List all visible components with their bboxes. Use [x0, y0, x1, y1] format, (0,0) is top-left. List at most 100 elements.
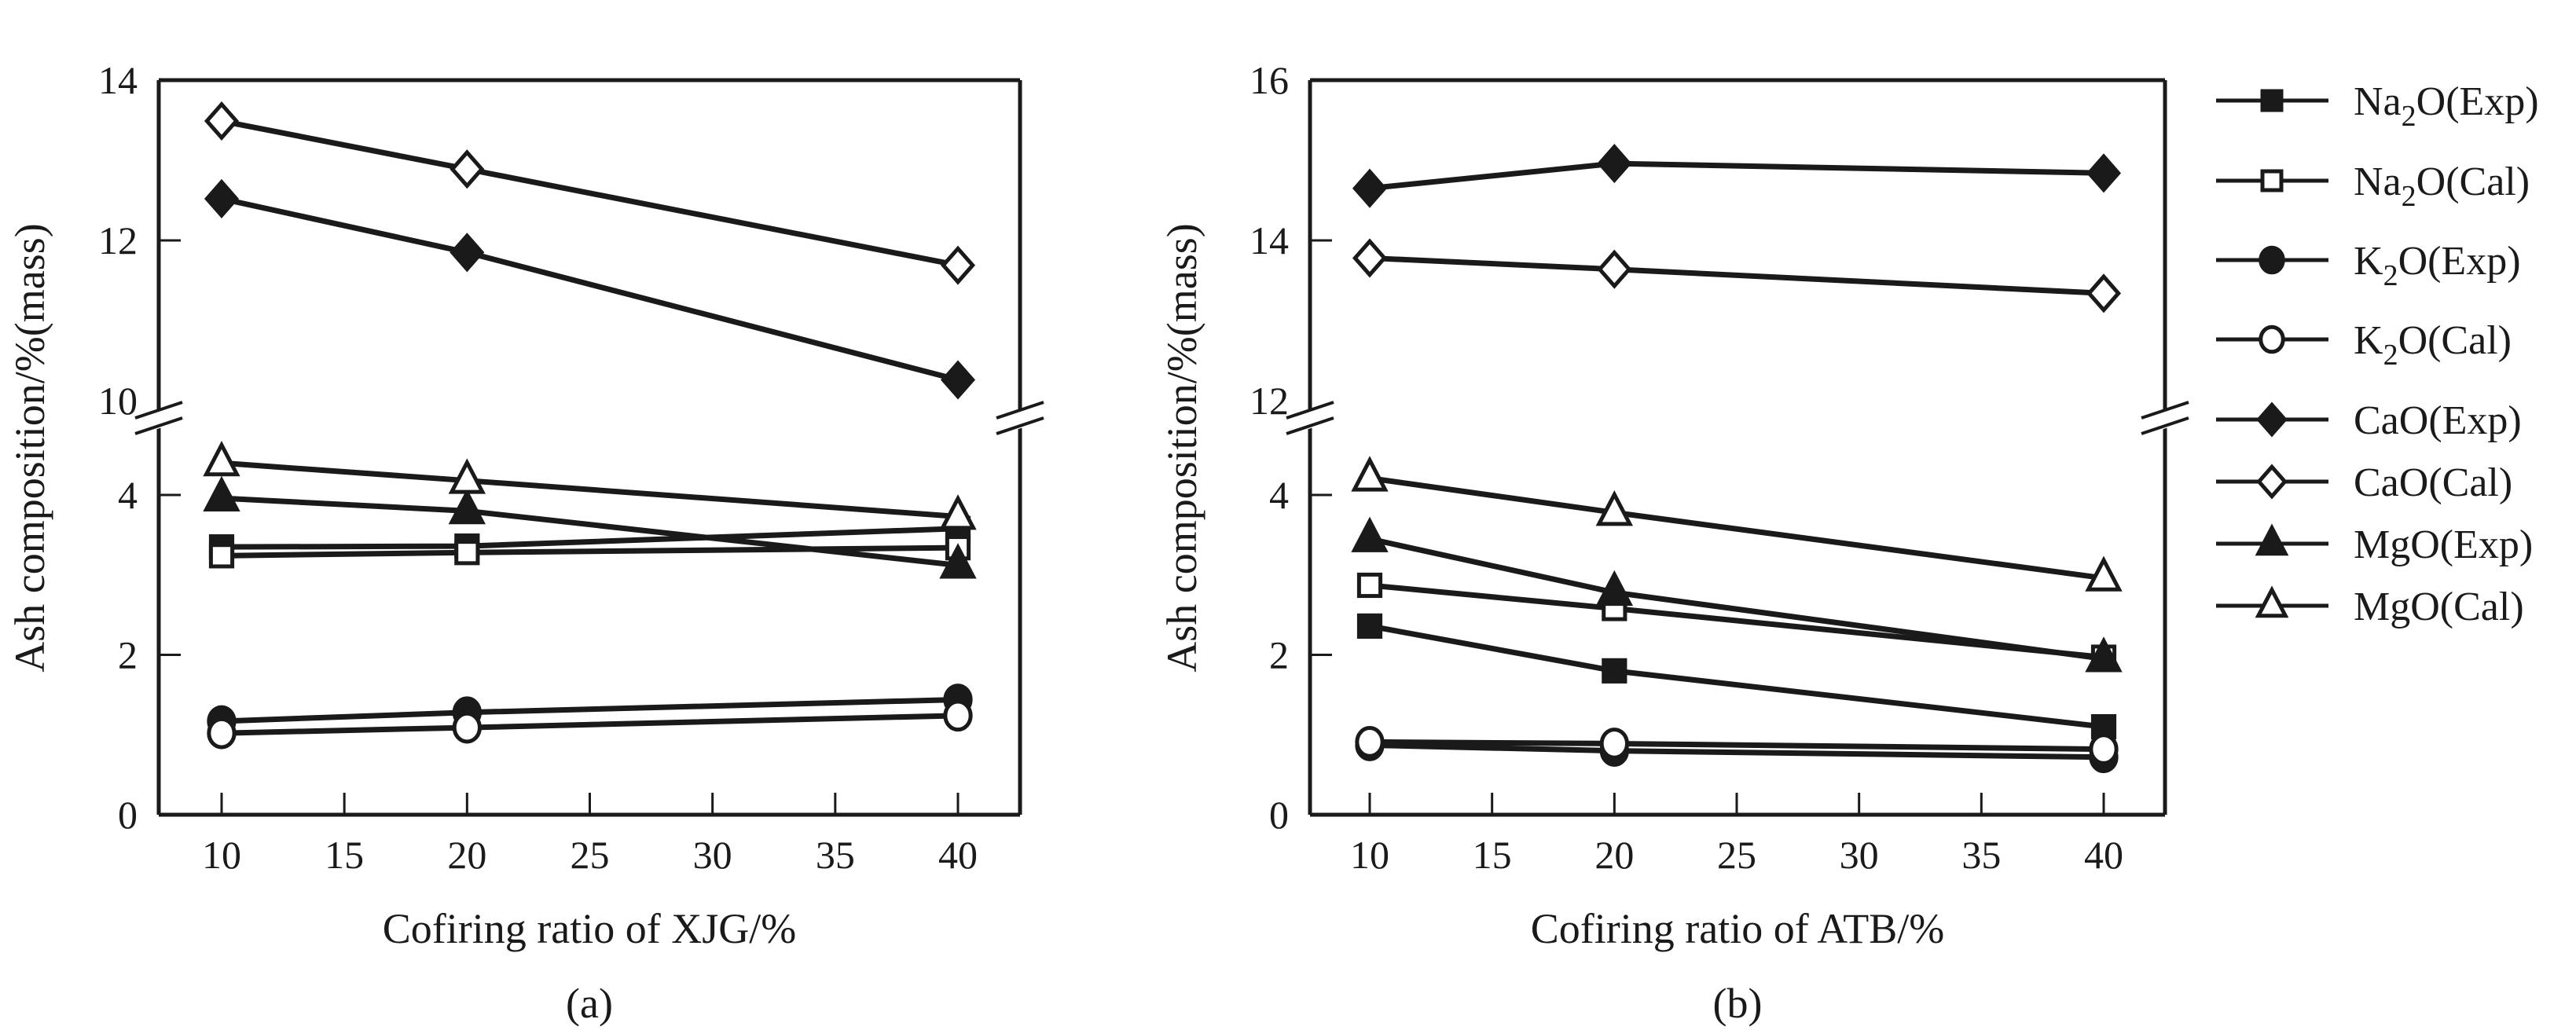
panel-b-data-point	[1602, 658, 1627, 684]
legend-label-base: MgO(Exp)	[2354, 522, 2533, 567]
legend-label: CaO(Exp)	[2354, 398, 2522, 443]
panel-a-y-tick-label: 2	[118, 633, 138, 677]
panel-b-series-mgo-cal	[1351, 456, 2123, 592]
panel-b-y-tick-label: 2	[1269, 633, 1289, 677]
panel-b-data-point	[1351, 456, 1389, 492]
panel-b-x-tick-label: 35	[1961, 833, 2001, 877]
panel-b-axis-break-left	[1286, 401, 1334, 420]
legend-label-subscript: 2	[2383, 339, 2398, 372]
panel-b-series-k2o-cal	[1355, 726, 2119, 765]
panel-a-data-point	[203, 440, 240, 477]
panel-b-data-point	[1351, 516, 1389, 552]
legend-label: MgO(Cal)	[2354, 585, 2524, 629]
panel-a: Ash composition/%(mass) Cofiring ratio o…	[6, 58, 1046, 1027]
panel-b-x-tick-label: 15	[1473, 833, 1512, 877]
legend-label: MgO(Exp)	[2354, 522, 2533, 567]
panel-b-data-point	[1597, 249, 1632, 289]
legend-diamond-icon	[2256, 464, 2288, 500]
legend-label-base: MgO(Cal)	[2354, 585, 2524, 629]
panel-a-data-point	[203, 475, 240, 512]
panel-a-data-point	[454, 540, 480, 566]
panel-a-data-point	[939, 543, 977, 579]
legend-label-subscript: 2	[2402, 100, 2416, 133]
legend-label-rest: O(Exp)	[2398, 239, 2521, 284]
panel-a-data-point	[452, 711, 482, 744]
legend-label-rest: O(Cal)	[2416, 159, 2530, 204]
panel-a-x-axis-title: Cofiring ratio of XJG/%	[383, 905, 796, 952]
panel-b-axis-break-left	[1286, 416, 1334, 435]
panel-a-x-tick-label: 20	[447, 833, 486, 877]
panel-b-data-point	[1356, 613, 1383, 639]
panel-b-x-tick-label: 20	[1594, 833, 1634, 877]
panel-a-x-tick-label: 40	[938, 833, 978, 877]
panel-a-data-point	[943, 699, 973, 732]
panel-a-series-k2o-cal	[207, 699, 973, 750]
panel-b-y-tick-label: 4	[1269, 473, 1289, 517]
legend-circle-icon	[2259, 324, 2285, 354]
panel-b-data-point	[2086, 153, 2122, 193]
legend-circle-icon	[2259, 245, 2285, 275]
panel-a-data-point	[450, 233, 485, 273]
panel-b-data-point	[1597, 144, 1632, 184]
legend-label-rest: O(Cal)	[2398, 318, 2512, 363]
panel-a-y-tick-label: 12	[98, 218, 138, 262]
panel-a-y-tick-label: 4	[118, 473, 138, 517]
legend-item: K2O(Cal)	[2216, 318, 2512, 372]
panel-b-data-point	[1352, 238, 1388, 278]
panel-a-y-tick-label: 14	[98, 58, 138, 102]
panel-a-x-tick-label: 30	[693, 833, 732, 877]
panel-b-x-axis-title: Cofiring ratio of ATB/%	[1531, 905, 1944, 952]
panel-b-data-point	[1352, 168, 1388, 208]
legend-item: Na2O(Cal)	[2216, 159, 2530, 213]
panel-a-axis-break-right	[996, 416, 1044, 435]
legend-label: K2O(Cal)	[2354, 318, 2512, 372]
panel-a-x-tick-label: 10	[202, 833, 241, 877]
panel-a-data-point	[207, 717, 237, 750]
panel-b-data-point	[2085, 636, 2123, 673]
panel-a-series-cao-cal	[204, 101, 976, 285]
panel-a-x-tick-label: 15	[325, 833, 364, 877]
legend-label-base: Na	[2354, 159, 2402, 204]
legend: Na2O(Exp)Na2O(Cal)K2O(Exp)K2O(Cal)CaO(Ex…	[2216, 79, 2539, 629]
panel-b-series-cao-cal	[1352, 238, 2122, 313]
panel-b-x-tick-label: 25	[1717, 833, 1756, 877]
panel-a-data-point	[939, 494, 977, 530]
legend-item: MgO(Exp)	[2216, 522, 2533, 567]
panel-a-x-tick-label: 35	[816, 833, 855, 877]
panel-b-series-mgo-exp	[1351, 516, 2123, 673]
panel-a-data-point	[450, 149, 485, 189]
legend-triangle-icon	[2255, 585, 2289, 618]
panel-a-data-point	[204, 178, 240, 218]
panel-a-series-mgo-exp	[203, 475, 977, 579]
legend-label-base: CaO(Exp)	[2354, 398, 2522, 443]
legend-label: Na2O(Cal)	[2354, 159, 2530, 213]
panel-b-data-point	[2089, 733, 2119, 765]
panel-a-data-point	[940, 245, 976, 285]
legend-item: CaO(Cal)	[2216, 460, 2512, 505]
panel-b-data-point	[1595, 490, 1634, 526]
panel-b-data-point	[1595, 570, 1634, 607]
legend-item: MgO(Cal)	[2216, 585, 2524, 629]
legend-label-subscript: 2	[2383, 259, 2398, 292]
panel-a-series-cao-exp	[204, 178, 976, 400]
legend-triangle-icon	[2255, 523, 2289, 556]
panel-b-data-point	[1355, 726, 1385, 758]
panel-a-y-tick-label: 10	[98, 379, 138, 423]
panel-b-y-tick-label: 0	[1269, 793, 1289, 837]
panel-b-data-point	[1356, 572, 1383, 599]
panel-b-y-axis-title: Ash composition/%(mass)	[1158, 223, 1205, 672]
legend-label-base: K	[2354, 318, 2383, 363]
panel-a-data-point	[208, 543, 235, 569]
panel-b-data-point	[2086, 273, 2122, 313]
panel-a-data-point	[204, 101, 240, 141]
panel-b-data-point	[1599, 728, 1629, 760]
panel-a-axis-break-left	[134, 401, 183, 420]
panel-a-data-point	[940, 360, 976, 400]
panel-a-data-point	[448, 458, 486, 494]
panel-a-data-point	[448, 489, 486, 525]
legend-item: Na2O(Exp)	[2216, 79, 2539, 133]
panel-b-x-tick-label: 40	[2084, 833, 2123, 877]
legend-label-base: K	[2354, 239, 2383, 284]
